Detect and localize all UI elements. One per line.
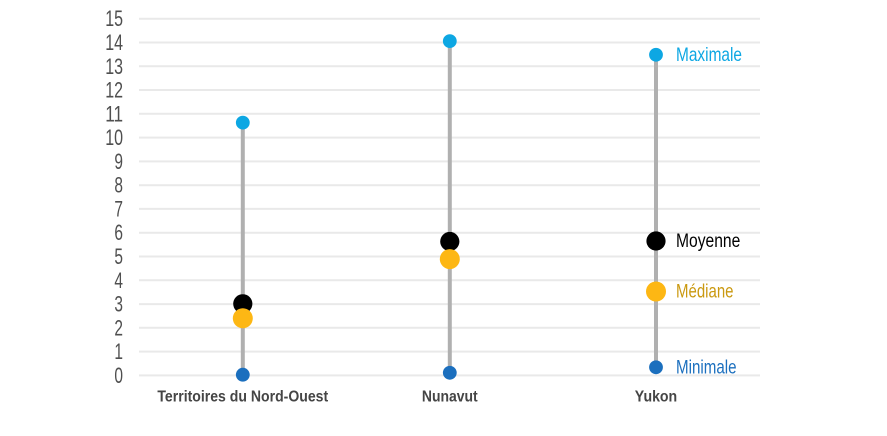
- svg-text:10: 10: [105, 125, 123, 150]
- svg-text:9: 9: [114, 149, 123, 174]
- svg-text:Territoires du Nord-Ouest: Territoires du Nord-Ouest: [157, 389, 328, 406]
- svg-text:1: 1: [114, 339, 123, 364]
- svg-text:Yukon: Yukon: [635, 389, 677, 406]
- svg-text:12: 12: [105, 78, 123, 103]
- svg-text:Médiane: Médiane: [676, 281, 734, 303]
- svg-text:Moyenne: Moyenne: [676, 230, 740, 252]
- svg-text:Nunavut: Nunavut: [422, 389, 478, 406]
- svg-text:11: 11: [105, 101, 123, 126]
- svg-text:8: 8: [114, 173, 123, 198]
- svg-text:14: 14: [105, 30, 123, 55]
- svg-text:3: 3: [114, 292, 123, 317]
- svg-text:Minimale: Minimale: [676, 356, 737, 378]
- svg-text:15: 15: [105, 6, 123, 31]
- svg-text:0: 0: [114, 363, 123, 388]
- svg-text:13: 13: [105, 54, 123, 79]
- svg-text:5: 5: [114, 244, 123, 269]
- svg-text:6: 6: [114, 220, 123, 245]
- svg-text:2: 2: [114, 315, 123, 340]
- svg-text:7: 7: [114, 196, 123, 221]
- svg-text:4: 4: [114, 268, 123, 293]
- svg-text:Maximale: Maximale: [676, 44, 742, 66]
